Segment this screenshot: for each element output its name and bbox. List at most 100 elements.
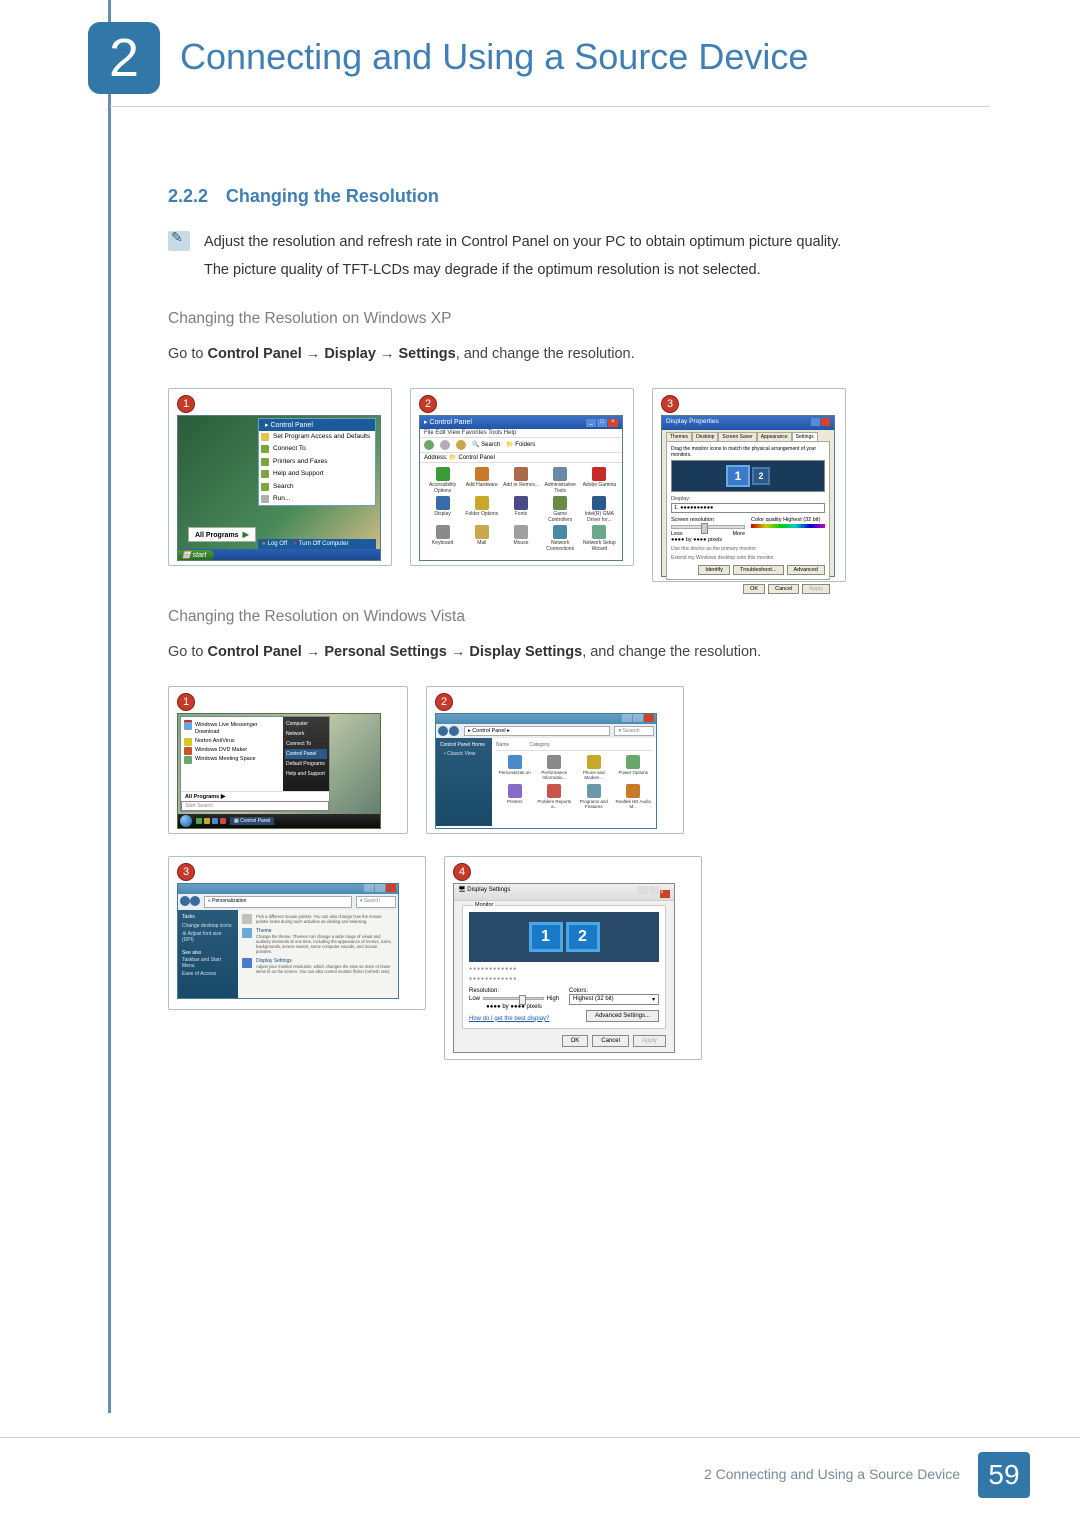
cp-icon[interactable]: Fonts	[502, 496, 539, 523]
maximize-icon[interactable]	[375, 884, 385, 892]
cancel-button[interactable]: Cancel	[768, 584, 799, 594]
advanced-button[interactable]: Advanced	[787, 565, 825, 575]
check1[interactable]: Use this device as the primary monitor	[671, 546, 825, 552]
cp-icon[interactable]: Administrative Tools	[542, 467, 579, 494]
cp-icon[interactable]: Display	[424, 496, 461, 523]
apply-button[interactable]: Apply	[633, 1035, 666, 1047]
cp-icon[interactable]: Personalizati on	[496, 755, 534, 780]
identify-button[interactable]: Identify	[698, 565, 730, 575]
cp-icon[interactable]: Printers	[496, 784, 534, 809]
close-icon[interactable]	[644, 714, 654, 722]
menu-item[interactable]: Connect To	[259, 443, 375, 455]
cp-icon[interactable]: Power Options	[615, 755, 653, 780]
all-programs[interactable]: All Programs	[181, 791, 329, 801]
menu-item[interactable]: Run...	[259, 493, 375, 505]
personalization-entry[interactable]: Display SettingsAdjust your monitor reso…	[242, 958, 394, 974]
check2[interactable]: Extend my Windows desktop onto this moni…	[671, 555, 825, 561]
folders-button[interactable]: 📁 Folders	[506, 441, 535, 448]
logoff-button[interactable]: Log Off	[262, 541, 287, 547]
menu-item[interactable]: Help and Support	[285, 769, 327, 779]
back-icon[interactable]	[424, 440, 434, 450]
forward-icon[interactable]	[449, 726, 459, 736]
cp-home[interactable]: Control Panel Home	[440, 742, 488, 748]
close-icon[interactable]: ×	[660, 890, 670, 898]
menu-item[interactable]: Network	[285, 729, 327, 739]
start-orb[interactable]	[180, 815, 192, 827]
cancel-button[interactable]: Cancel	[592, 1035, 629, 1047]
maximize-icon[interactable]	[649, 886, 659, 894]
see-also-link[interactable]: Ease of Access	[182, 970, 234, 978]
menu-item[interactable]: Search	[259, 481, 375, 493]
cp-icon[interactable]: Phone and Modem...	[575, 755, 613, 780]
task-link[interactable]: Change desktop icons	[182, 922, 234, 930]
taskbar-item[interactable]: ▦ Control Panel	[230, 817, 274, 825]
task-link[interactable]: ⚙ Adjust font size (DPI)	[182, 930, 234, 944]
colors-dropdown[interactable]: Highest (32 bit)▾	[569, 994, 659, 1005]
cp-icon[interactable]: Problem Reports a...	[536, 784, 574, 809]
close-icon[interactable]	[386, 884, 396, 892]
menu-item[interactable]: Windows Live Messenger Download	[183, 721, 281, 737]
classic-view[interactable]: • Classic View	[440, 750, 488, 758]
cp-icon[interactable]: Adobe Gamma	[581, 467, 618, 494]
address-bar[interactable]: ▸ Control Panel ▸	[464, 726, 610, 736]
back-icon[interactable]	[438, 726, 448, 736]
minimize-icon[interactable]	[364, 884, 374, 892]
minimize-icon[interactable]	[622, 714, 632, 722]
all-programs-button[interactable]: All Programs	[188, 527, 256, 542]
cp-icon[interactable]: Game Controllers	[542, 496, 579, 523]
forward-icon[interactable]	[440, 440, 450, 450]
color-dropdown[interactable]: Highest (32 bit)	[783, 517, 820, 523]
cp-icon[interactable]: Keyboard	[424, 525, 461, 552]
cp-icon[interactable]: Network Setup Wizard	[581, 525, 618, 552]
tab[interactable]: Screen Saver	[718, 432, 756, 441]
help-link[interactable]: How do I get the best display?	[469, 1016, 549, 1022]
cp-icon[interactable]: Performance Informatio...	[536, 755, 574, 780]
cp-icon[interactable]: Mouse	[502, 525, 539, 552]
close-icon[interactable]: ×	[608, 419, 618, 427]
cp-icon[interactable]: Intel(R) GMA Driver for...	[581, 496, 618, 523]
start-search[interactable]: Start Search	[181, 801, 329, 811]
forward-icon[interactable]	[190, 896, 200, 906]
cp-icon[interactable]: Programs and Features	[575, 784, 613, 809]
see-also-link[interactable]: Taskbar and Start Menu	[182, 956, 234, 970]
maximize-icon[interactable]: □	[597, 419, 607, 427]
cp-icon[interactable]: Accessibility Options	[424, 467, 461, 494]
menu-item[interactable]: Connect To	[285, 739, 327, 749]
tab[interactable]: Settings	[792, 432, 818, 441]
resolution-slider[interactable]	[483, 997, 544, 1000]
advanced-button[interactable]: Advanced Settings...	[586, 1010, 659, 1022]
tray-icon[interactable]	[212, 818, 218, 824]
resolution-slider[interactable]	[671, 525, 745, 529]
search-input[interactable]: ▾ Search	[356, 896, 396, 908]
monitor-2[interactable]: 2	[566, 922, 600, 952]
menu-item[interactable]: Computer	[285, 719, 327, 729]
up-icon[interactable]	[456, 440, 466, 450]
tab[interactable]: Appearance	[757, 432, 792, 441]
menubar[interactable]: File Edit View Favorites Tools Help	[420, 429, 622, 438]
cp-icon[interactable]: Folder Options	[463, 496, 500, 523]
display-dropdown[interactable]: 1. ●●●●●●●●●●	[671, 503, 825, 513]
personalization-entry[interactable]: ThemeChange the theme. Themes can change…	[242, 928, 394, 954]
ok-button[interactable]: OK	[562, 1035, 589, 1047]
cp-icon[interactable]: Add Hardware	[463, 467, 500, 494]
search-input[interactable]: ▾ Search	[614, 726, 654, 736]
minimize-icon[interactable]: _	[586, 419, 596, 427]
start-button[interactable]: 🪟 start	[178, 550, 214, 560]
troubleshoot-button[interactable]: Troubleshoot...	[733, 565, 783, 575]
tray-icon[interactable]	[204, 818, 210, 824]
address-bar[interactable]: « Personalization	[204, 896, 352, 908]
menu-item[interactable]: Norton AntiVirus	[183, 737, 281, 746]
close-icon[interactable]	[821, 418, 830, 426]
menu-item[interactable]: Windows Meeting Space	[183, 755, 281, 764]
cp-icon[interactable]: Realtek HD Audio M...	[615, 784, 653, 809]
maximize-icon[interactable]	[633, 714, 643, 722]
cp-icon[interactable]: Add or Remov...	[502, 467, 539, 494]
menu-item[interactable]: Default Programs	[285, 759, 327, 769]
tab[interactable]: Themes	[666, 432, 692, 441]
monitor-1[interactable]: 1	[529, 922, 563, 952]
tray-icon[interactable]	[220, 818, 226, 824]
tray-icon[interactable]	[196, 818, 202, 824]
menu-item[interactable]: Printers and Faxes	[259, 456, 375, 468]
ok-button[interactable]: OK	[743, 584, 765, 594]
turnoff-button[interactable]: Turn Off Computer	[293, 541, 348, 547]
